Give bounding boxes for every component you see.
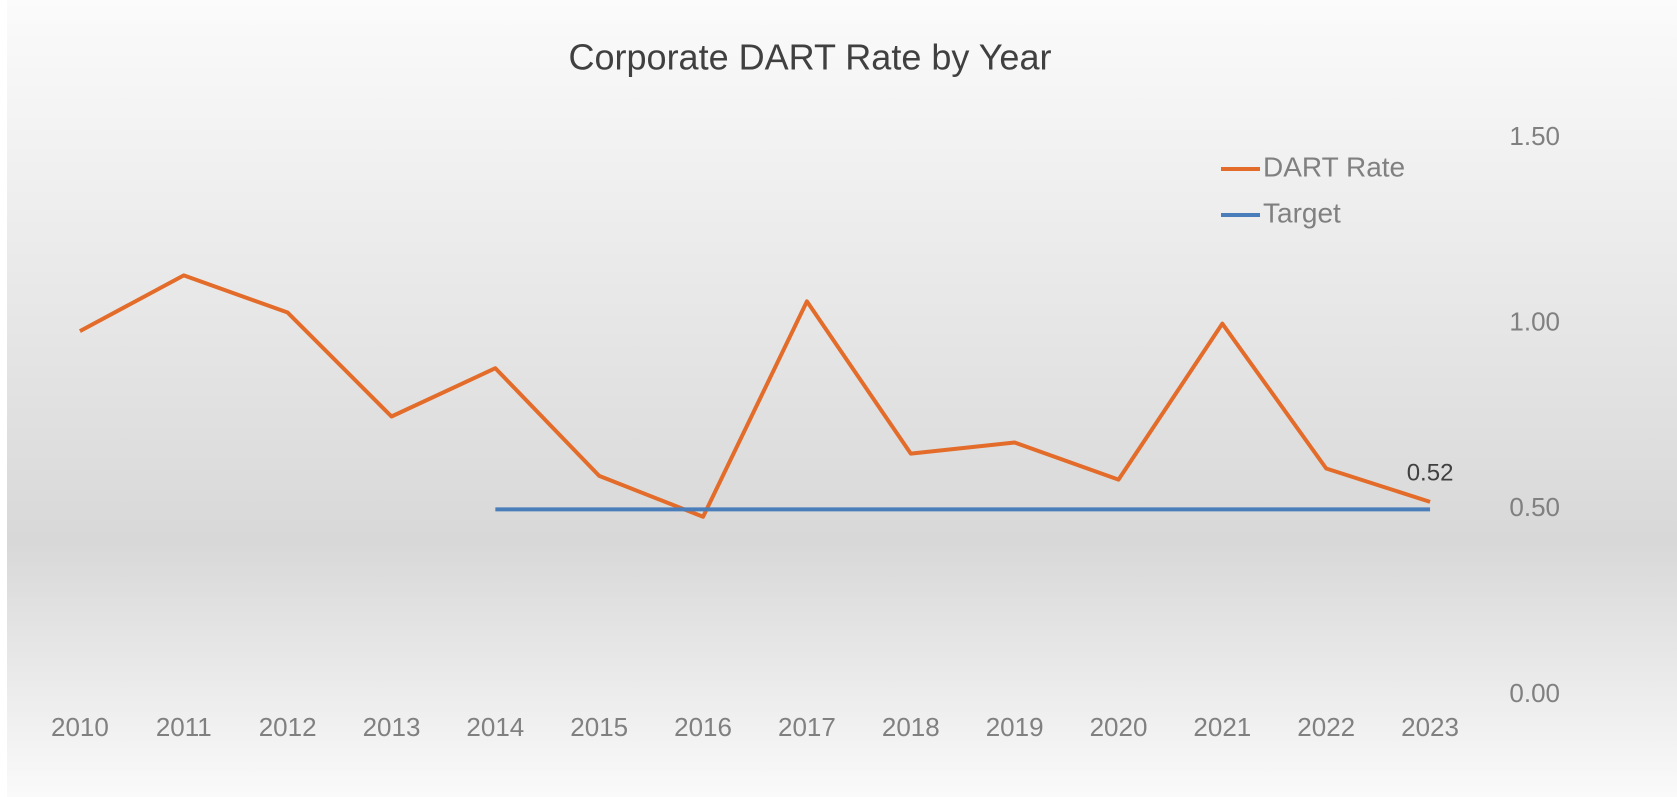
chart-title: Corporate DART Rate by Year (569, 37, 1052, 78)
x-tick-label: 2016 (674, 712, 732, 742)
x-tick-label: 2010 (51, 712, 109, 742)
legend-label: DART Rate (1263, 151, 1405, 182)
y-tick-label: 1.00 (1509, 307, 1560, 337)
x-tick-label: 2017 (778, 712, 836, 742)
x-tick-label: 2020 (1090, 712, 1148, 742)
x-tick-label: 2014 (466, 712, 524, 742)
x-tick-label: 2012 (259, 712, 317, 742)
x-tick-label: 2013 (363, 712, 421, 742)
y-tick-label: 1.50 (1509, 121, 1560, 151)
y-tick-label: 0.00 (1509, 678, 1560, 708)
x-tick-label: 2019 (986, 712, 1044, 742)
data-label: 0.52 (1407, 459, 1454, 486)
x-tick-label: 2022 (1297, 712, 1355, 742)
x-tick-label: 2015 (570, 712, 628, 742)
x-tick-label: 2018 (882, 712, 940, 742)
x-tick-label: 2011 (156, 712, 212, 742)
legend-label: Target (1263, 197, 1341, 228)
x-tick-label: 2023 (1401, 712, 1459, 742)
chart-background (7, 0, 1677, 797)
y-tick-label: 0.50 (1509, 492, 1560, 522)
series-line (78, 273, 1431, 519)
x-tick-label: 2021 (1193, 712, 1251, 742)
